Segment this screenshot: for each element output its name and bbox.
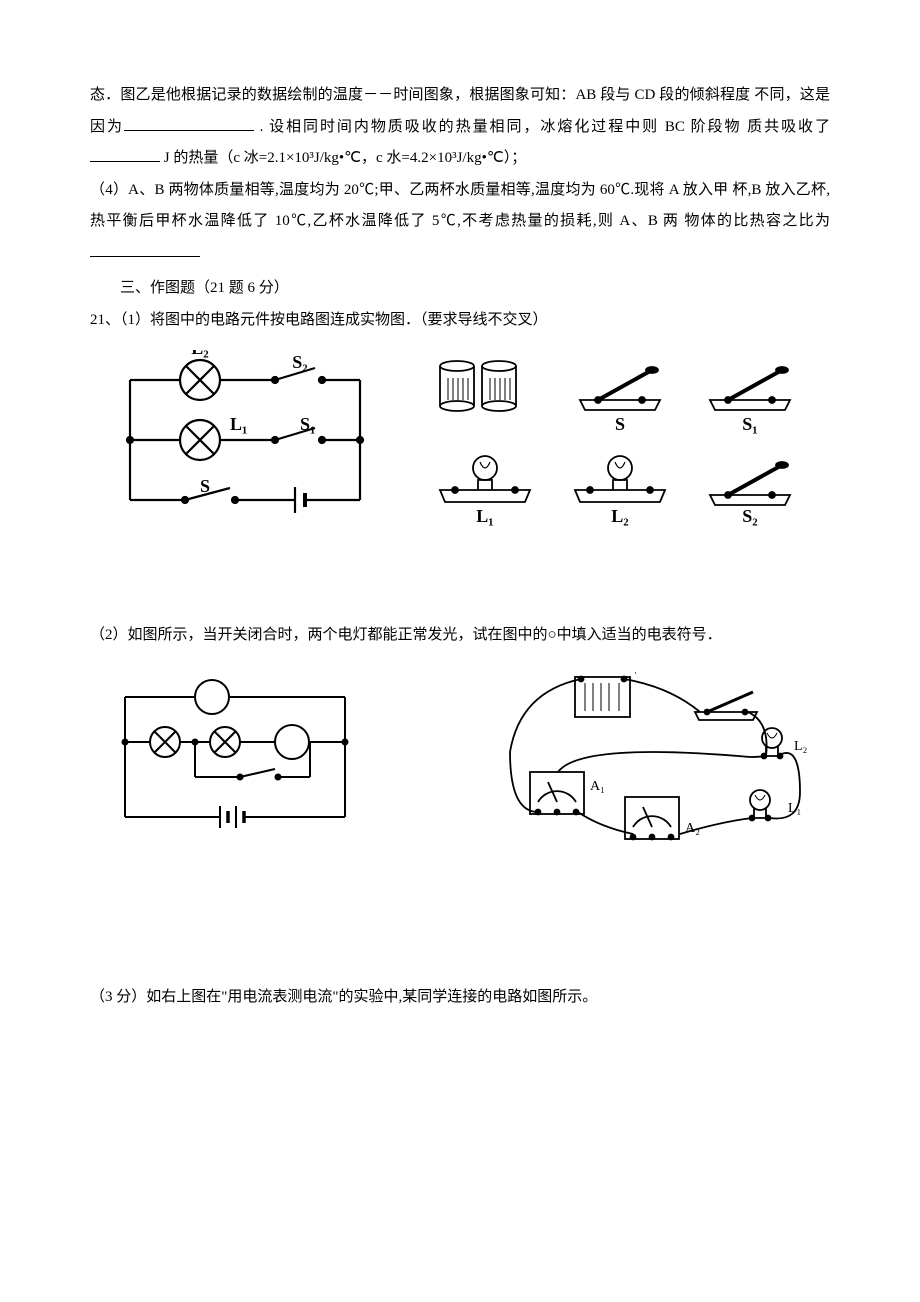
intro-t1: 态．图乙是他根据记录的数据绘制的温度－－时间图象，根据图象可知：AB 段与 CD… <box>90 87 750 103</box>
label-Lp1: L₁ <box>788 801 801 816</box>
intro-t5: J 的热量（c 冰=2.1×10³J/kg•℃，c 水=4.2×10³J/kg•… <box>164 150 511 166</box>
diagram-row-2: − + A₁ A₂ L₁ L₂ <box>90 672 830 862</box>
label-A2: A₂ <box>685 821 700 836</box>
label-S: S <box>200 476 210 496</box>
comp-label-L1: L₁ <box>476 506 493 526</box>
q4-t1: （4）A、B 两物体质量相等,温度均为 20℃;甲、乙两杯水质量相等,温度均为 … <box>90 182 728 198</box>
label-Lp2: L₂ <box>794 739 808 754</box>
section-3-header: 三、作图题（21 题 6 分） <box>90 273 830 305</box>
schematic-meters <box>100 672 370 842</box>
label-plus: + <box>632 672 639 678</box>
label-A1: A₁ <box>590 779 605 794</box>
intro-paragraph: 态．图乙是他根据记录的数据绘制的温度－－时间图象，根据图象可知：AB 段与 CD… <box>90 80 830 175</box>
intro-t4: 质共吸收了 <box>747 119 830 135</box>
label-L1: L₁ <box>230 414 247 434</box>
label-minus: − <box>565 672 572 678</box>
comp-label-S2: S₂ <box>742 506 757 526</box>
comp-label-L2: L₂ <box>611 506 628 526</box>
schematic-circuit: L₂ S₂ L₁ S₁ S <box>100 350 390 530</box>
q4-paragraph: （4）A、B 两物体质量相等,温度均为 20℃;甲、乙两杯水质量相等,温度均为 … <box>90 175 830 270</box>
diagram-row-1: L₂ S₂ L₁ S₁ S <box>90 350 830 530</box>
intro-t3: . 设相同时间内物质吸收的热量相同，冰熔化过程中则 BC 阶段物 <box>260 119 742 135</box>
comp-label-S: S <box>615 414 625 434</box>
physical-ammeter-circuit: − + A₁ A₂ L₁ L₂ <box>500 672 820 862</box>
comp-label-S1: S₁ <box>742 414 757 434</box>
blank-heat <box>90 147 160 162</box>
q4-t3: 物体的比热容之比为 <box>684 213 830 229</box>
physical-components: S S₁ L₁ L₂ S₂ <box>430 350 820 530</box>
q21-1-text: 21、（1）将图中的电路元件按电路图连成实物图．（要求导线不交叉） <box>90 305 830 337</box>
label-L2: L₂ <box>191 350 208 358</box>
q21-2-text: （2）如图所示，当开关闭合时，两个电灯都能正常发光，试在图中的○中填入适当的电表… <box>90 620 830 652</box>
blank-ratio <box>90 242 200 257</box>
q21-3-text: （3 分）如右上图在"用电流表测电流"的实验中,某同学连接的电路如图所示。 <box>90 982 830 1014</box>
blank-reason <box>124 116 254 131</box>
label-S2: S₂ <box>292 352 307 372</box>
label-S1: S₁ <box>300 414 315 434</box>
